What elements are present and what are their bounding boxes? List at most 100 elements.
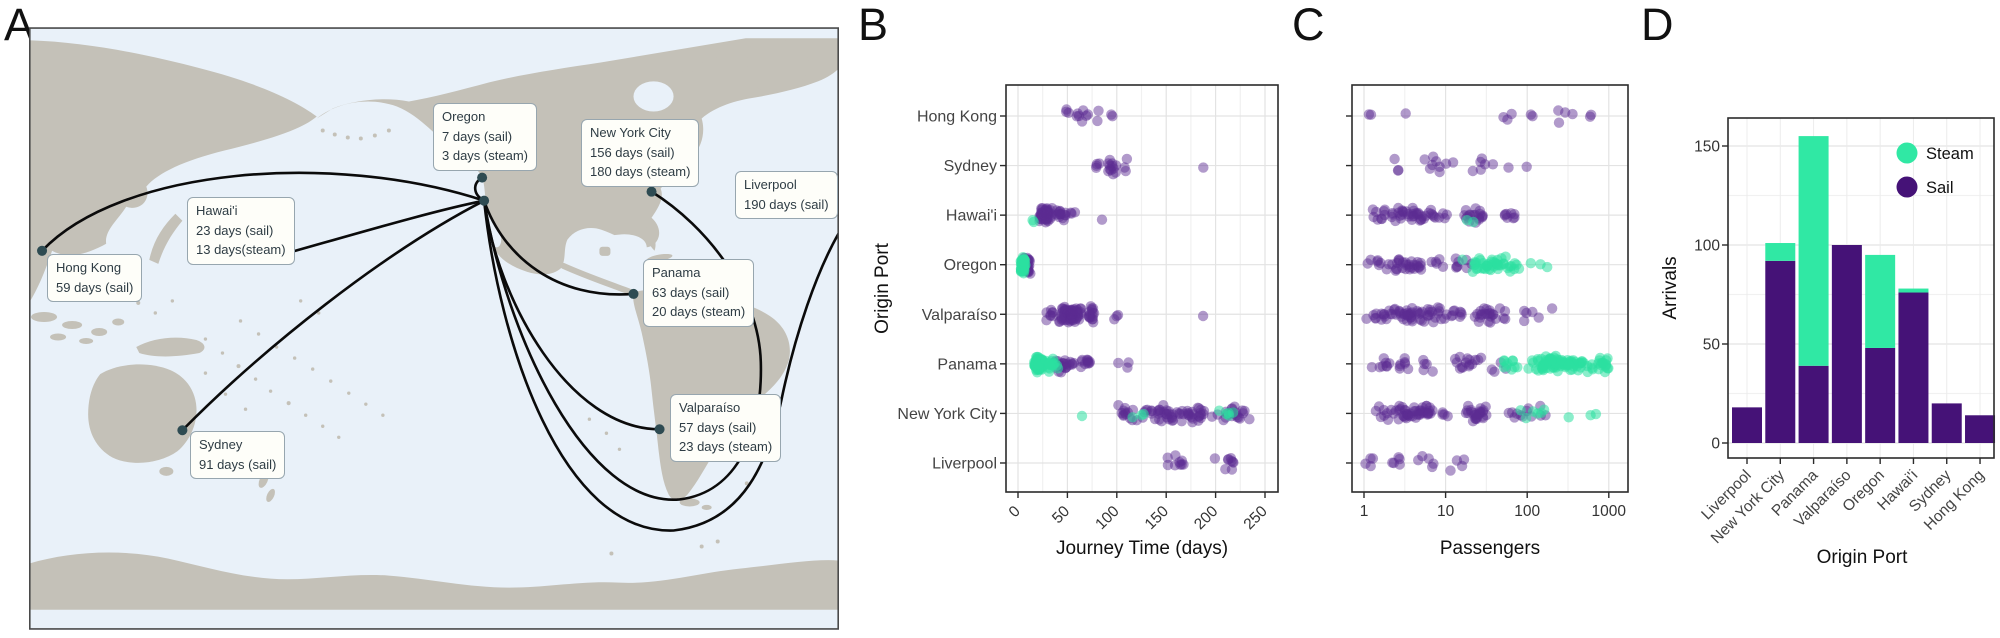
- data-point-sail: [1432, 308, 1444, 319]
- data-point-sail: [1065, 207, 1077, 218]
- data-point-sail: [1424, 405, 1435, 417]
- tick-label: 1000: [1592, 503, 1627, 520]
- data-point-sail: [1118, 405, 1129, 416]
- port-dot-new-york: [646, 186, 657, 197]
- data-point-sail: [1474, 208, 1486, 220]
- data-point-sail: [1402, 410, 1414, 421]
- data-point-steam: [1461, 215, 1473, 226]
- data-point-sail: [1075, 303, 1086, 314]
- hudson-bay: [633, 81, 674, 112]
- data-point-sail: [1463, 407, 1474, 419]
- data-point-sail: [1399, 404, 1411, 416]
- route-panama: [482, 199, 635, 296]
- data-point-sail: [1073, 314, 1085, 325]
- data-point-sail: [1398, 308, 1409, 320]
- data-point-sail: [1042, 205, 1053, 217]
- data-point-sail: [1478, 303, 1490, 314]
- data-point-sail: [1381, 408, 1393, 419]
- data-point-sail: [1448, 305, 1459, 317]
- data-point-sail: [1519, 305, 1530, 317]
- data-point-sail: [1187, 413, 1198, 424]
- bar-sail-0: [1732, 407, 1762, 443]
- data-point-sail: [1067, 314, 1078, 325]
- data-point-sail: [1397, 206, 1408, 217]
- data-point-sail: [1082, 354, 1094, 366]
- port-dot-sanfrancisco: [479, 195, 490, 206]
- data-point-sail: [1076, 356, 1087, 367]
- data-point-sail: [1071, 313, 1082, 324]
- bar-sail-6: [1931, 403, 1962, 443]
- data-point-sail: [1470, 203, 1481, 214]
- data-point-sail: [1475, 403, 1486, 414]
- data-point-steam: [1578, 357, 1589, 369]
- category-label: Valparaíso: [922, 307, 997, 324]
- data-point-sail: [1417, 402, 1428, 413]
- data-point-sail: [1075, 361, 1087, 373]
- data-point-sail: [1473, 316, 1485, 327]
- data-point-sail: [1467, 165, 1479, 177]
- data-point-sail: [1081, 354, 1093, 365]
- data-point-sail: [1087, 303, 1099, 314]
- data-point-sail: [1419, 316, 1430, 327]
- land-japan: [149, 213, 183, 264]
- panel-d-label: D: [1641, 0, 1674, 50]
- data-point-sail: [1084, 311, 1095, 322]
- data-point-sail: [1393, 452, 1404, 463]
- data-point-sail: [1067, 305, 1079, 316]
- data-point-sail: [1418, 354, 1429, 366]
- data-point-sail: [1092, 115, 1103, 127]
- data-point-sail: [1585, 109, 1597, 121]
- data-point-sail: [1439, 213, 1450, 224]
- data-point-sail: [1171, 407, 1183, 418]
- data-point-sail: [1225, 453, 1237, 464]
- data-point-sail: [1426, 306, 1438, 317]
- data-point-sail: [1415, 214, 1427, 225]
- data-point-sail: [1182, 405, 1193, 417]
- data-point-sail: [1042, 208, 1053, 220]
- data-point-steam: [1573, 365, 1584, 376]
- data-point-sail: [1063, 314, 1074, 325]
- data-point-sail: [1413, 455, 1424, 466]
- data-point-sail: [1410, 412, 1422, 423]
- data-point-sail: [1045, 208, 1056, 219]
- data-point-steam: [1598, 357, 1609, 369]
- data-point-sail: [1408, 205, 1419, 216]
- data-point-steam: [1504, 261, 1515, 272]
- data-point-sail: [1054, 209, 1066, 220]
- data-point-sail: [1065, 312, 1076, 323]
- data-point-sail: [1475, 407, 1486, 418]
- data-point-sail: [1431, 258, 1442, 269]
- data-point-sail: [1073, 110, 1085, 122]
- data-point-sail: [1394, 459, 1405, 470]
- data-point-sail: [1065, 309, 1077, 320]
- data-point-sail: [1061, 358, 1072, 370]
- data-point-sail: [1109, 314, 1120, 325]
- data-point-sail: [1432, 302, 1444, 313]
- data-point-sail: [1470, 409, 1482, 421]
- data-point-sail: [1082, 357, 1094, 368]
- route-sydney: [181, 199, 486, 432]
- data-point-steam: [1221, 408, 1232, 420]
- data-point-sail: [1403, 208, 1414, 220]
- data-point-sail: [1244, 414, 1255, 425]
- data-point-sail: [1064, 305, 1075, 317]
- data-point-sail: [1384, 358, 1395, 369]
- data-point-sail: [1475, 352, 1487, 363]
- data-point-sail: [1499, 210, 1511, 221]
- data-point-sail: [1069, 310, 1080, 321]
- data-point-sail: [1046, 203, 1058, 214]
- data-point-sail: [1193, 403, 1205, 414]
- data-point-sail: [1175, 459, 1186, 470]
- tick-label: 10: [1437, 503, 1455, 520]
- data-point-sail: [1403, 259, 1415, 270]
- data-point-sail: [1058, 309, 1070, 320]
- data-point-sail: [1176, 416, 1187, 427]
- data-point-sail: [1436, 313, 1447, 325]
- data-point-sail: [1424, 309, 1435, 320]
- data-point-sail: [1040, 209, 1051, 221]
- data-point-sail: [1394, 210, 1406, 221]
- data-point-sail: [1485, 311, 1496, 322]
- data-point-sail: [1402, 310, 1413, 321]
- data-point-sail: [1390, 405, 1402, 416]
- data-point-sail: [1398, 410, 1410, 422]
